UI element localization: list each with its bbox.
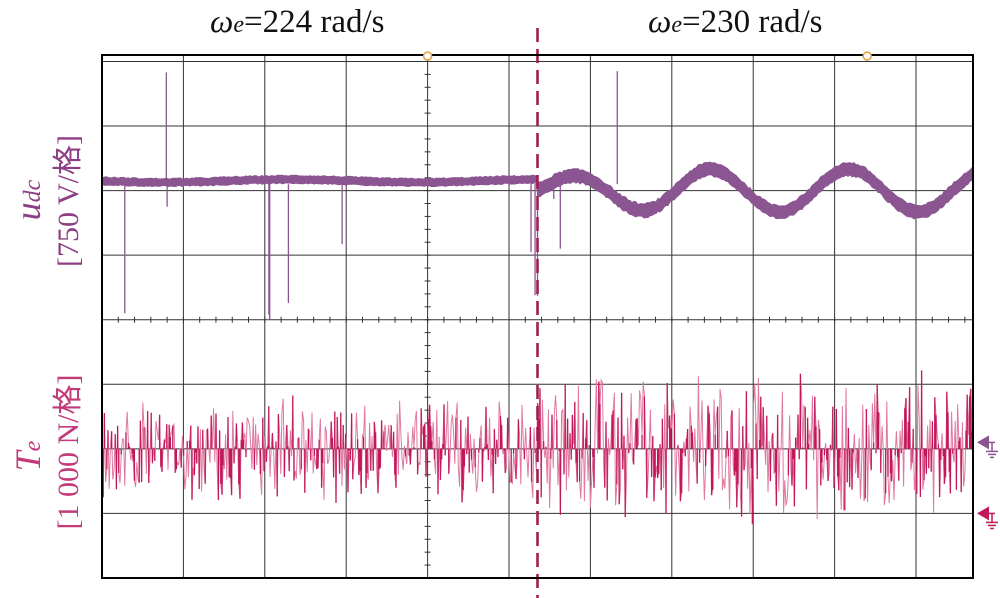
trigger-marker-icon [422, 51, 433, 61]
te-reference-marker [977, 506, 998, 530]
speed-value: =224 rad/s [243, 4, 385, 40]
trigger-marker-icon [862, 51, 872, 61]
udc-spikes [124, 71, 618, 320]
left-speed-annotation: ωe=224 rad/s [210, 4, 384, 41]
scope-frame [101, 54, 974, 579]
reference-arrow-icon [977, 435, 989, 450]
omega-symbol: ω [648, 4, 672, 40]
udc-reference-marker [977, 435, 998, 459]
right-speed-annotation: ωe=230 rad/s [648, 4, 822, 41]
omega-symbol: ω [210, 4, 234, 40]
reference-arrow-icon [977, 506, 989, 521]
omega-subscript: e [233, 12, 244, 38]
speed-value: =230 rad/s [681, 4, 823, 40]
omega-subscript: e [671, 12, 682, 38]
